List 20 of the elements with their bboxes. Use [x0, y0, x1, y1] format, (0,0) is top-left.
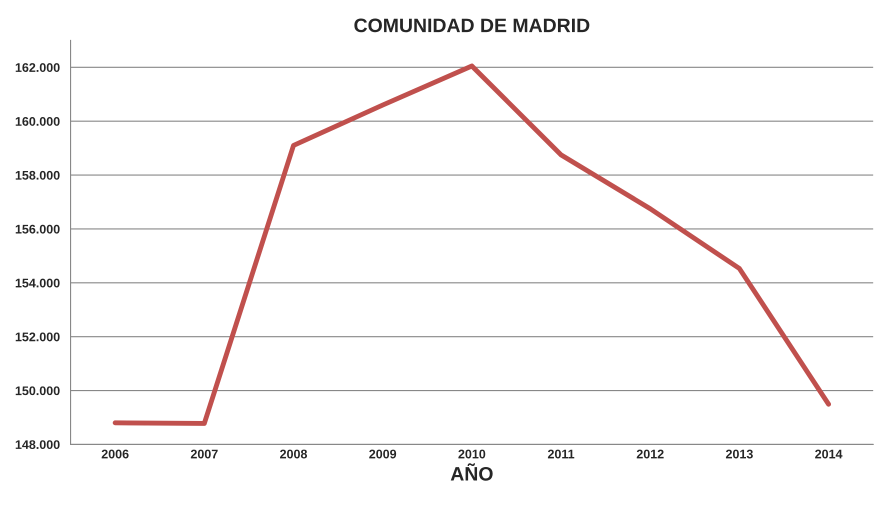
chart-title: COMUNIDAD DE MADRID	[354, 18, 590, 32]
y-tick-label: 148.000	[16, 440, 60, 450]
x-axis-title: AÑO	[450, 463, 493, 481]
x-tick-label: 2010	[458, 450, 486, 458]
line-series	[112, 64, 832, 426]
y-tick-label: 154.000	[16, 278, 60, 288]
x-tick-label: 2014	[815, 450, 842, 458]
y-tick-label: 156.000	[16, 224, 60, 234]
y-tick-label: 162.000	[16, 63, 60, 72]
x-tick-label: 2011	[548, 450, 574, 458]
y-tick-label: 150.000	[16, 386, 60, 396]
x-tick-label: 2008	[280, 450, 308, 458]
y-tick-label: 152.000	[16, 332, 60, 342]
x-tick-label: 2007	[190, 450, 218, 458]
y-tick-label: 160.000	[16, 117, 60, 126]
x-tick-label: 2013	[726, 450, 753, 458]
x-tick-label: 2006	[102, 450, 129, 458]
y-tick-label: 158.000	[16, 170, 60, 180]
x-tick-label: 2012	[636, 450, 664, 458]
x-tick-label: 2009	[369, 450, 396, 458]
